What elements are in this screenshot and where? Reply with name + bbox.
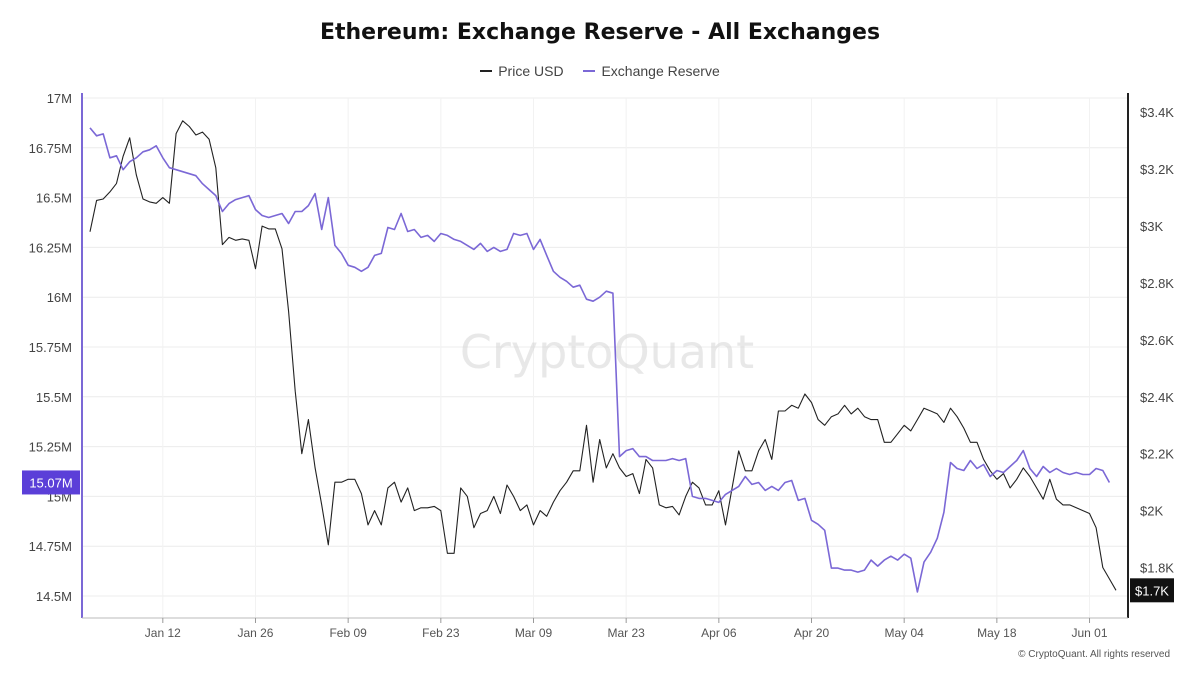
series-line-exchange-reserve[interactable]	[89, 127, 1111, 593]
legend-item-reserve[interactable]: Exchange Reserve	[583, 63, 720, 79]
legend-item-price[interactable]: Price USD	[480, 63, 564, 79]
left-current-badge-label: 15.07M	[29, 475, 72, 490]
x-tick-label: May 18	[977, 626, 1017, 640]
legend-label-price: Price USD	[498, 63, 564, 79]
left-tick-label: 16M	[47, 290, 72, 305]
right-tick-label: $2K	[1140, 504, 1163, 519]
x-tick-label: Jan 26	[237, 626, 273, 640]
left-tick-label: 16.5M	[36, 191, 72, 206]
right-tick-label: $2.8K	[1140, 276, 1174, 291]
x-tick-label: Feb 09	[329, 626, 367, 640]
left-tick-label: 14.75M	[29, 539, 72, 554]
left-tick-label: 15.75M	[29, 340, 72, 355]
left-tick-label: 16.25M	[29, 240, 72, 255]
x-tick-label: Apr 20	[794, 626, 830, 640]
axes	[81, 93, 1129, 619]
right-current-badge	[1130, 578, 1174, 603]
series-line-price-usd[interactable]	[89, 120, 1117, 591]
right-y-axis-ticks: $3.4K $3.2K $3K $2.8K $2.6K $2.4K $2.2K $2K $1.8…	[1140, 105, 1174, 575]
right-tick-label: $3.4K	[1140, 105, 1174, 120]
legend-label-reserve: Exchange Reserve	[601, 63, 720, 79]
right-tick-label: $2.4K	[1140, 390, 1174, 405]
right-tick-label: $1.8K	[1140, 561, 1174, 576]
watermark: CryptoQuant	[460, 325, 754, 379]
x-tick-label: Apr 06	[701, 626, 737, 640]
copyright-notice: © CryptoQuant. All rights reserved	[1018, 649, 1170, 660]
left-tick-label: 16.75M	[29, 141, 72, 156]
x-tick-label: May 04	[885, 626, 925, 640]
x-axis-ticks: Jan 12 Jan 26 Feb 09 Feb 23 Mar 09 Mar 23 Apr …	[145, 618, 1108, 640]
right-tick-label: $3K	[1140, 219, 1163, 234]
x-tick-label: Mar 09	[515, 626, 553, 640]
grid-lines	[82, 97, 1128, 618]
left-tick-label: 14.5M	[36, 589, 72, 604]
left-tick-label: 17M	[47, 91, 72, 106]
left-y-axis-ticks: 17M 16.75M 16.5M 16.25M 16M 15.75M 15.5M 15.25M…	[29, 91, 72, 604]
left-tick-label: 15.25M	[29, 440, 72, 455]
right-tick-label: $3.2K	[1140, 162, 1174, 177]
right-tick-label: $2.6K	[1140, 333, 1174, 348]
x-tick-label: Feb 23	[422, 626, 460, 640]
chart-title: Ethereum: Exchange Reserve - All Exchang…	[319, 20, 881, 45]
right-current-badge-label: $1.7K	[1135, 583, 1169, 598]
series-lines[interactable]	[89, 120, 1117, 593]
left-current-badge	[22, 470, 80, 495]
current-value-badges: 15.07M $1.7K	[22, 470, 1174, 603]
x-tick-label: Jan 12	[145, 626, 181, 640]
x-tick-label: Mar 23	[607, 626, 645, 640]
right-tick-label: $2.2K	[1140, 447, 1174, 462]
legend-swatch-price	[480, 70, 493, 72]
legend[interactable]: Price USD Exchange Reserve	[0, 59, 1200, 79]
legend-swatch-reserve	[583, 70, 596, 72]
left-tick-label: 15.5M	[36, 390, 72, 405]
x-tick-label: Jun 01	[1072, 626, 1108, 640]
